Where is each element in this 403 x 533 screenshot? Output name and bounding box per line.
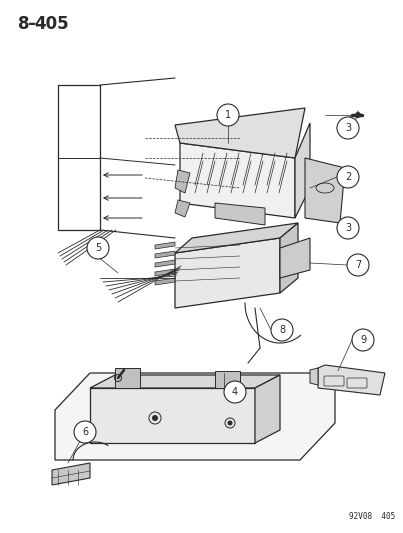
Text: 8: 8 xyxy=(279,325,285,335)
Polygon shape xyxy=(115,368,140,388)
Polygon shape xyxy=(280,238,310,278)
Circle shape xyxy=(74,421,96,443)
Text: 7: 7 xyxy=(355,260,361,270)
Polygon shape xyxy=(155,269,175,276)
Polygon shape xyxy=(310,368,318,385)
Text: 1: 1 xyxy=(225,110,231,120)
Circle shape xyxy=(352,329,374,351)
Polygon shape xyxy=(305,158,345,223)
Text: 405: 405 xyxy=(34,15,69,33)
Circle shape xyxy=(87,237,109,259)
Polygon shape xyxy=(90,388,255,443)
Polygon shape xyxy=(295,123,310,218)
Polygon shape xyxy=(215,371,240,388)
Text: 4: 4 xyxy=(232,387,238,397)
Text: –: – xyxy=(27,15,35,33)
Circle shape xyxy=(271,319,293,341)
Polygon shape xyxy=(155,251,175,258)
Text: 9: 9 xyxy=(360,335,366,345)
Polygon shape xyxy=(90,375,280,388)
Polygon shape xyxy=(52,463,90,485)
Polygon shape xyxy=(255,375,280,443)
Circle shape xyxy=(355,112,361,118)
Polygon shape xyxy=(180,143,295,218)
Polygon shape xyxy=(318,365,385,395)
Polygon shape xyxy=(175,200,190,217)
Polygon shape xyxy=(155,278,175,285)
Circle shape xyxy=(152,415,158,421)
Text: 2: 2 xyxy=(345,172,351,182)
Polygon shape xyxy=(175,238,280,308)
Polygon shape xyxy=(175,108,305,158)
Circle shape xyxy=(217,104,239,126)
Text: 6: 6 xyxy=(82,427,88,437)
Text: 5: 5 xyxy=(95,243,101,253)
Polygon shape xyxy=(215,203,265,225)
Polygon shape xyxy=(155,242,175,249)
Polygon shape xyxy=(55,373,335,460)
Circle shape xyxy=(337,217,359,239)
Polygon shape xyxy=(175,223,298,253)
Polygon shape xyxy=(280,223,298,293)
Polygon shape xyxy=(175,170,190,193)
Circle shape xyxy=(348,175,354,181)
Circle shape xyxy=(347,254,369,276)
Circle shape xyxy=(224,381,246,403)
Text: 3: 3 xyxy=(345,223,351,233)
Circle shape xyxy=(228,421,233,425)
Polygon shape xyxy=(155,260,175,267)
Circle shape xyxy=(337,117,359,139)
Text: 3: 3 xyxy=(345,123,351,133)
Circle shape xyxy=(337,166,359,188)
Text: 92V08  405: 92V08 405 xyxy=(349,512,395,521)
Text: 8: 8 xyxy=(18,15,29,33)
